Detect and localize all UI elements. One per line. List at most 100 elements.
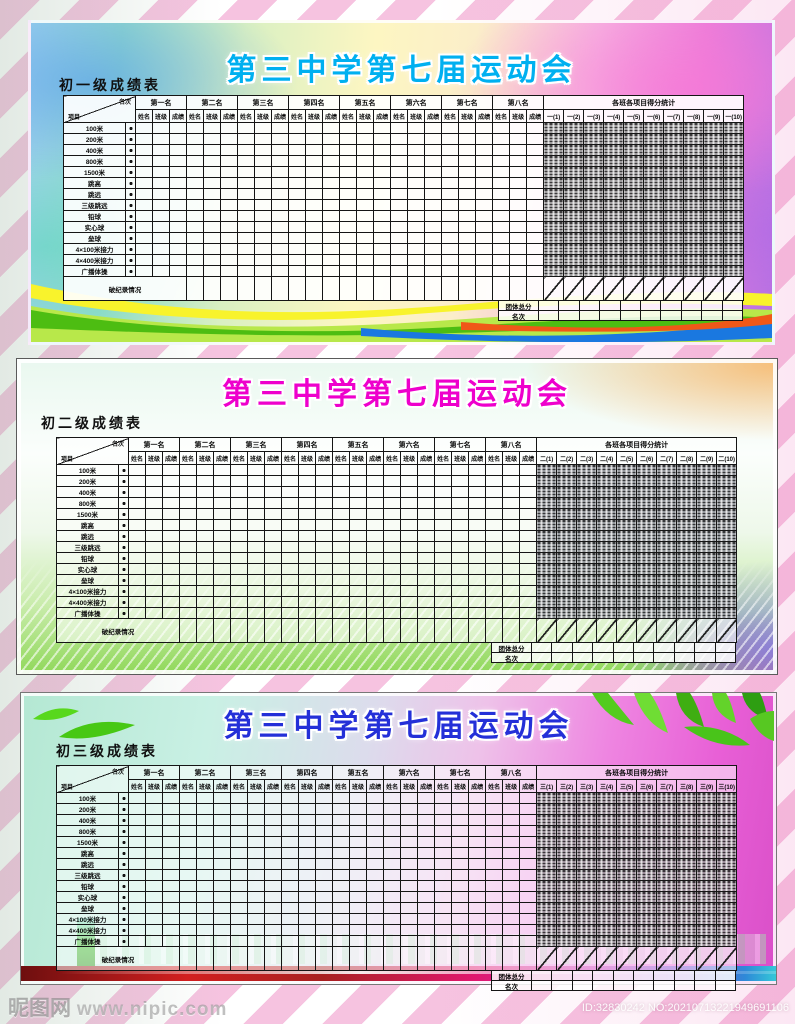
result-cell	[492, 144, 511, 156]
result-cell	[152, 122, 170, 134]
result-cell	[434, 563, 453, 575]
class-score-cell	[643, 188, 665, 200]
class-score-cell	[556, 803, 578, 815]
class-score-cell	[723, 232, 745, 244]
result-cell	[305, 221, 324, 233]
class-score-cell	[723, 144, 745, 156]
header-row-subcols: 姓名 班级 成绩 姓名 班级 成绩 姓名 班级 成绩 姓名 班级 成绩 姓名 班级 成绩 姓名 班级 成绩 姓名 班级…	[64, 109, 745, 123]
result-cell	[400, 552, 419, 564]
class-score-cell	[663, 122, 685, 134]
result-cell	[451, 814, 470, 826]
class-score-cell	[563, 221, 585, 233]
result-cell	[315, 530, 334, 542]
result-cell	[288, 188, 307, 200]
result-cell	[135, 254, 153, 266]
result-cell	[298, 574, 317, 586]
result-cell	[254, 122, 273, 134]
result-cell	[417, 792, 436, 804]
class-score-cell	[623, 133, 645, 145]
class-score-cell	[556, 880, 578, 892]
slash-cell	[603, 276, 625, 301]
class-score-cell	[716, 792, 738, 804]
result-cell	[281, 880, 300, 892]
result-cell	[332, 486, 351, 498]
remarks-row: 破纪录情况	[55, 946, 738, 971]
class-score-cell	[636, 530, 658, 542]
result-cell	[366, 825, 385, 837]
result-cell	[271, 276, 290, 301]
result-cell	[247, 825, 266, 837]
result-cell	[161, 497, 181, 509]
result-cell	[145, 607, 163, 619]
result-cell	[203, 133, 222, 145]
result-cell	[451, 530, 470, 542]
result-cell	[390, 265, 409, 277]
appendix-score-cell	[612, 652, 635, 663]
class-score-cell	[696, 847, 718, 859]
subcol-header: 成绩	[264, 451, 283, 465]
result-cell	[417, 563, 436, 575]
event-row-label: 400米	[63, 144, 126, 156]
result-cell	[349, 574, 368, 586]
result-cell	[281, 497, 300, 509]
subcol-header: 成绩	[424, 109, 443, 123]
result-cell	[526, 155, 545, 167]
result-cell	[271, 155, 290, 167]
result-cell	[213, 814, 232, 826]
result-cell	[356, 166, 375, 178]
result-cell	[417, 847, 436, 859]
subcol-header: 姓名	[281, 779, 300, 793]
class-score-cell	[696, 792, 718, 804]
result-cell	[179, 880, 198, 892]
result-cell	[254, 254, 273, 266]
result-cell	[451, 585, 470, 597]
result-cell	[383, 508, 402, 520]
result-cell	[213, 464, 232, 476]
result-cell	[407, 265, 426, 277]
result-cell	[417, 585, 436, 597]
result-cell	[213, 596, 232, 608]
subcol-header: 班级	[509, 109, 528, 123]
result-cell	[400, 803, 419, 815]
result-cell	[519, 803, 538, 815]
result-cell	[135, 122, 153, 134]
remarks-label: 破纪录情况	[55, 946, 181, 971]
result-cell	[451, 935, 470, 947]
result-cell	[332, 825, 351, 837]
result-cell	[298, 880, 317, 892]
class-score-cell	[596, 891, 618, 903]
event-row-label: 广播体操	[63, 265, 126, 277]
result-cell	[519, 607, 538, 619]
subcol-header: 班级	[305, 109, 324, 123]
result-cell	[220, 243, 239, 255]
class-score-cell	[643, 133, 665, 145]
result-cell	[458, 133, 477, 145]
class-score-cell	[583, 265, 605, 277]
class-score-cell	[596, 475, 618, 487]
result-cell	[247, 891, 266, 903]
event-row-label: 200米	[63, 133, 126, 145]
result-cell	[519, 508, 538, 520]
class-score-cell	[556, 541, 578, 553]
result-cell	[213, 935, 232, 947]
group-mark-cell	[118, 552, 129, 564]
class-score-cell	[616, 519, 638, 531]
class-score-cell	[723, 210, 745, 222]
slash-cell	[723, 276, 745, 301]
class-score-cell	[723, 221, 745, 233]
class-score-cell	[616, 792, 638, 804]
group-mark-cell	[118, 508, 129, 520]
result-cell	[220, 276, 239, 301]
result-cell	[145, 825, 163, 837]
score-section-header: 各班各项目得分统计	[543, 95, 745, 110]
result-cell	[298, 858, 317, 870]
result-cell	[383, 946, 402, 971]
result-cell	[509, 243, 528, 255]
result-cell	[179, 869, 198, 881]
result-cell	[128, 596, 146, 608]
class-score-cell	[663, 221, 685, 233]
slash-cell	[576, 618, 598, 643]
result-cell	[492, 133, 511, 145]
result-cell	[213, 508, 232, 520]
appendix-rows: 团体总分 名次	[498, 300, 744, 321]
